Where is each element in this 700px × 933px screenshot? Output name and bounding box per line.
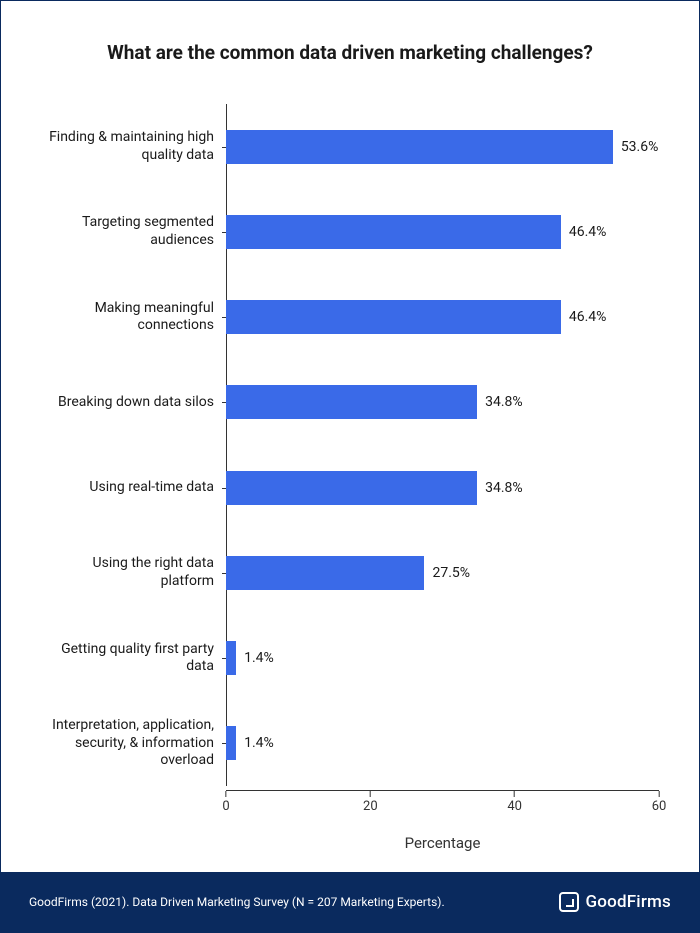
bar-value-label: 53.6% bbox=[621, 139, 659, 155]
category-label: Finding & maintaining high quality data bbox=[41, 129, 226, 164]
x-tick-label: 60 bbox=[652, 799, 667, 814]
bar bbox=[226, 726, 236, 760]
bar-row: Getting quality first party data 1.4% bbox=[41, 616, 659, 701]
bar-plot-cell: 46.4% bbox=[226, 189, 659, 274]
bar-row: Interpretation, application, security, &… bbox=[41, 701, 659, 786]
x-axis-label: Percentage bbox=[41, 834, 659, 852]
chart-body: Finding & maintaining high quality data 5… bbox=[41, 104, 659, 786]
bar-value-label: 1.4% bbox=[244, 650, 274, 666]
x-tick-label: 0 bbox=[222, 799, 229, 814]
bar-plot-cell: 34.8% bbox=[226, 360, 659, 445]
x-tick-mark bbox=[514, 791, 515, 797]
chart-area: Finding & maintaining high quality data 5… bbox=[41, 104, 659, 852]
y-tick bbox=[222, 743, 226, 744]
bar bbox=[226, 215, 561, 249]
chart-content: What are the common data driven marketin… bbox=[1, 1, 699, 872]
x-tick-label: 40 bbox=[507, 799, 522, 814]
bar bbox=[226, 471, 477, 505]
bar-plot-cell: 53.6% bbox=[226, 104, 659, 189]
bar bbox=[226, 385, 477, 419]
bar-value-label: 1.4% bbox=[244, 735, 274, 751]
y-tick bbox=[222, 488, 226, 489]
bar-value-label: 34.8% bbox=[485, 480, 523, 496]
category-label: Breaking down data silos bbox=[41, 394, 226, 412]
x-axis: 0204060 bbox=[226, 790, 659, 814]
bar-rows: Finding & maintaining high quality data 5… bbox=[41, 104, 659, 786]
category-label: Using real-time data bbox=[41, 479, 226, 497]
bar bbox=[226, 300, 561, 334]
bar-row: Finding & maintaining high quality data 5… bbox=[41, 104, 659, 189]
x-tick-label: 20 bbox=[363, 799, 378, 814]
x-tick: 40 bbox=[507, 791, 522, 814]
goodfirms-logo-icon bbox=[559, 892, 579, 912]
y-tick bbox=[222, 232, 226, 233]
bar-plot-cell: 1.4% bbox=[226, 701, 659, 786]
y-tick bbox=[222, 573, 226, 574]
bar bbox=[226, 556, 424, 590]
x-tick: 20 bbox=[363, 791, 378, 814]
chart-frame: What are the common data driven marketin… bbox=[0, 0, 700, 933]
x-tick-mark bbox=[659, 791, 660, 797]
y-tick bbox=[222, 317, 226, 318]
x-tick: 0 bbox=[222, 791, 229, 814]
x-tick: 60 bbox=[652, 791, 667, 814]
bar-plot-cell: 46.4% bbox=[226, 275, 659, 360]
bar bbox=[226, 130, 613, 164]
bar-plot-cell: 27.5% bbox=[226, 530, 659, 615]
bar-value-label: 46.4% bbox=[569, 224, 607, 240]
bar-value-label: 34.8% bbox=[485, 394, 523, 410]
category-label: Making meaningful connections bbox=[41, 300, 226, 335]
category-label: Using the right data platform bbox=[41, 555, 226, 590]
bar-row: Using the right data platform 27.5% bbox=[41, 530, 659, 615]
bar bbox=[226, 641, 236, 675]
category-label: Interpretation, application, security, &… bbox=[41, 717, 226, 770]
chart-title: What are the common data driven marketin… bbox=[41, 41, 659, 64]
bar-plot-cell: 1.4% bbox=[226, 616, 659, 701]
bar-row: Making meaningful connections 46.4% bbox=[41, 275, 659, 360]
y-tick bbox=[222, 402, 226, 403]
bar-row: Breaking down data silos 34.8% bbox=[41, 360, 659, 445]
bar-value-label: 27.5% bbox=[432, 565, 470, 581]
x-tick-mark bbox=[226, 791, 227, 797]
goodfirms-logo-text: GoodFirms bbox=[585, 892, 671, 912]
category-label: Getting quality first party data bbox=[41, 641, 226, 676]
bar-row: Using real-time data 34.8% bbox=[41, 445, 659, 530]
axis-spacer bbox=[41, 790, 226, 814]
bar-row: Targeting segmented audiences 46.4% bbox=[41, 189, 659, 274]
footer-citation: GoodFirms (2021). Data Driven Marketing … bbox=[29, 895, 445, 909]
y-tick bbox=[222, 147, 226, 148]
footer-bar: GoodFirms (2021). Data Driven Marketing … bbox=[1, 872, 699, 932]
bar-plot-cell: 34.8% bbox=[226, 445, 659, 530]
x-tick-mark bbox=[370, 791, 371, 797]
goodfirms-logo: GoodFirms bbox=[559, 892, 671, 912]
y-tick bbox=[222, 658, 226, 659]
bar-value-label: 46.4% bbox=[569, 309, 607, 325]
category-label: Targeting segmented audiences bbox=[41, 214, 226, 249]
x-axis-area: 0204060 bbox=[41, 790, 659, 814]
